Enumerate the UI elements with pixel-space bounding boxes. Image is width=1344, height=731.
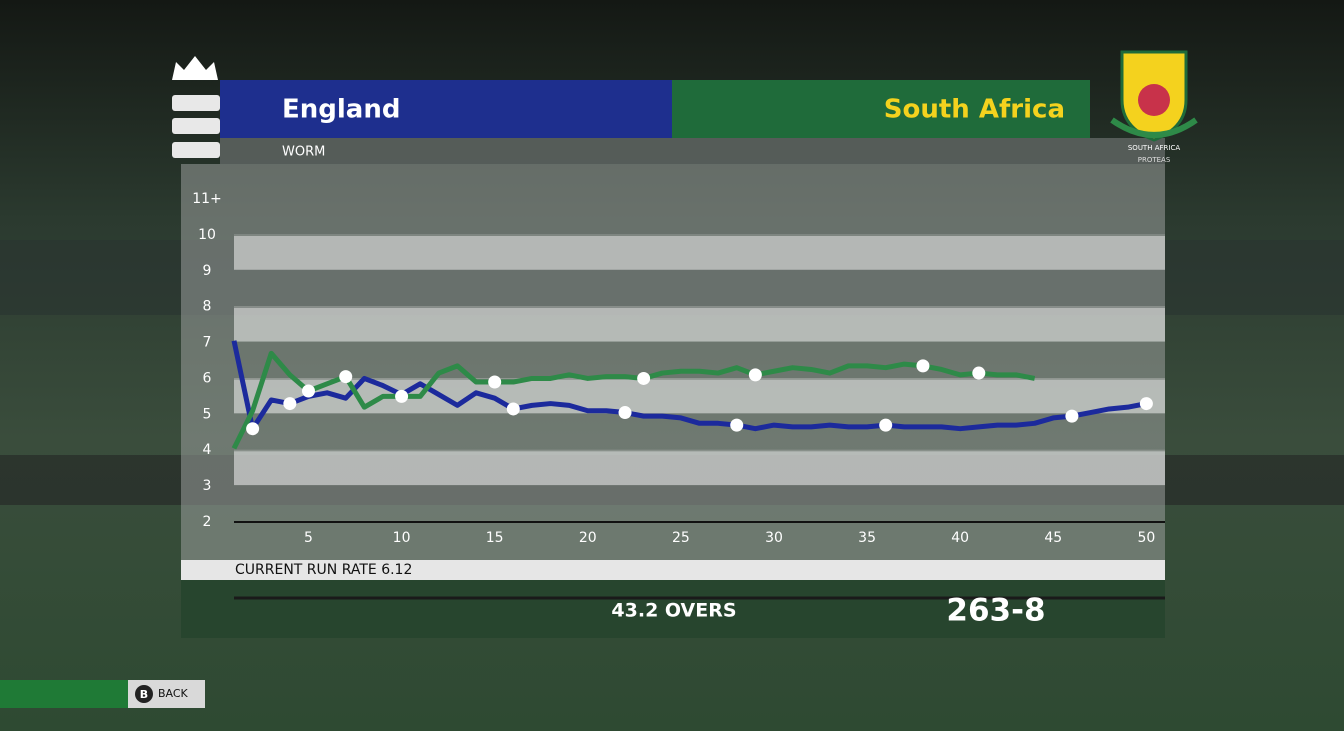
y-tick-label: 10 xyxy=(198,227,216,243)
x-tick-label: 40 xyxy=(951,530,969,546)
wicket-marker xyxy=(283,397,297,411)
wicket-marker xyxy=(879,418,893,432)
y-tick-label: 5 xyxy=(203,406,212,422)
y-tick-label: 6 xyxy=(203,370,212,386)
worm-line xyxy=(231,350,1036,450)
overs: 43.2 OVERS xyxy=(611,600,736,622)
team-bar xyxy=(672,80,1090,138)
x-tick-label: 30 xyxy=(765,530,783,546)
x-tick-label: 25 xyxy=(672,530,690,546)
x-tick-label: 35 xyxy=(858,530,876,546)
score-bar xyxy=(181,580,1165,638)
worm-line xyxy=(231,340,1147,432)
run-rate-bar xyxy=(181,560,1165,580)
wicket-marker xyxy=(748,368,762,382)
x-tick-label: 50 xyxy=(1137,530,1155,546)
team-name: South Africa xyxy=(884,95,1065,125)
y-tick-label: 3 xyxy=(203,478,212,494)
grid-band xyxy=(234,307,1165,342)
x-tick-label: 15 xyxy=(486,530,504,546)
grid-band xyxy=(234,235,1165,270)
nav-bar xyxy=(0,680,132,708)
x-tick-label: 5 xyxy=(304,530,313,546)
subtitle-bar xyxy=(220,138,1165,164)
chart-panel xyxy=(181,164,1165,560)
back-button[interactable]: B BACK xyxy=(128,680,205,708)
wicket-marker xyxy=(506,402,520,416)
subtitle: WORM xyxy=(282,145,325,160)
wicket-marker xyxy=(618,406,632,420)
score: 263-8 xyxy=(946,593,1045,629)
y-tick-label: 7 xyxy=(203,335,212,351)
wicket-marker xyxy=(1139,397,1153,411)
y-tick-label: 9 xyxy=(203,263,212,279)
emblem-motto: PROTEAS xyxy=(1138,156,1171,164)
x-tick-label: 20 xyxy=(579,530,597,546)
wicket-marker xyxy=(916,359,930,373)
team-bar xyxy=(220,80,672,138)
y-tick-label: 4 xyxy=(203,442,212,458)
y-tick-label: 8 xyxy=(203,299,212,315)
team-name: England xyxy=(282,95,400,125)
south-africa-emblem: SOUTH AFRICA PROTEAS xyxy=(1110,50,1198,164)
wicket-marker xyxy=(730,418,744,432)
wicket-marker xyxy=(246,422,260,436)
wicket-marker xyxy=(301,384,315,398)
run-rate: CURRENT RUN RATE 6.12 xyxy=(235,562,412,578)
wicket-marker xyxy=(972,366,986,380)
x-tick-label: 10 xyxy=(393,530,411,546)
emblem-name: SOUTH AFRICA xyxy=(1128,144,1180,152)
wicket-marker xyxy=(339,370,353,384)
x-tick-label: 45 xyxy=(1044,530,1062,546)
wicket-marker xyxy=(637,371,651,385)
button-key[interactable]: B xyxy=(140,688,148,701)
england-logo xyxy=(172,56,220,158)
back-label[interactable]: BACK xyxy=(158,687,189,700)
grid-band xyxy=(234,451,1165,486)
wicket-marker xyxy=(395,389,409,403)
y-tick-label: 2 xyxy=(203,514,212,530)
y-tick-label: 11+ xyxy=(192,191,222,207)
button-icon[interactable] xyxy=(135,685,153,703)
wicket-marker xyxy=(488,375,502,389)
wicket-marker xyxy=(1065,409,1079,423)
